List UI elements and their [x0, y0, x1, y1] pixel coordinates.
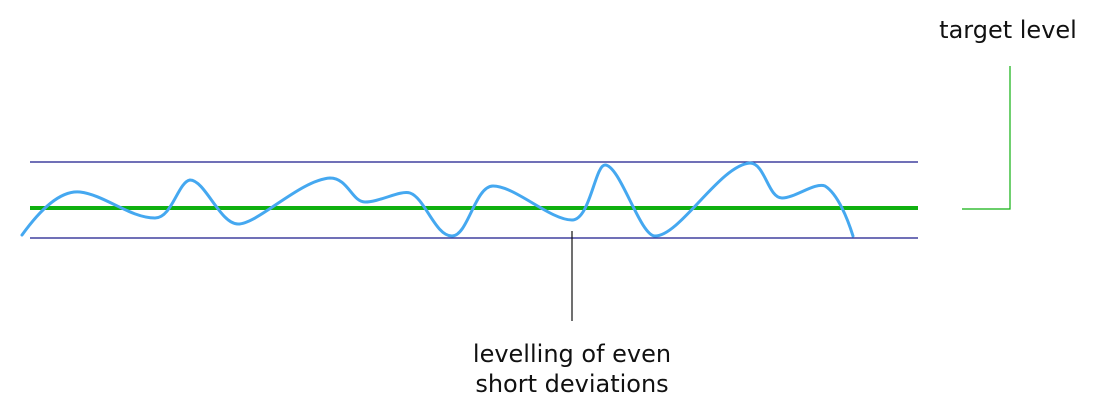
deviation-label-line1: levelling of even: [473, 340, 671, 368]
deviation-label-line2: short deviations: [475, 370, 668, 398]
target-level-label: target level: [939, 16, 1077, 44]
target-level-callout: [962, 66, 1011, 210]
signal-curve: [20, 161, 855, 238]
